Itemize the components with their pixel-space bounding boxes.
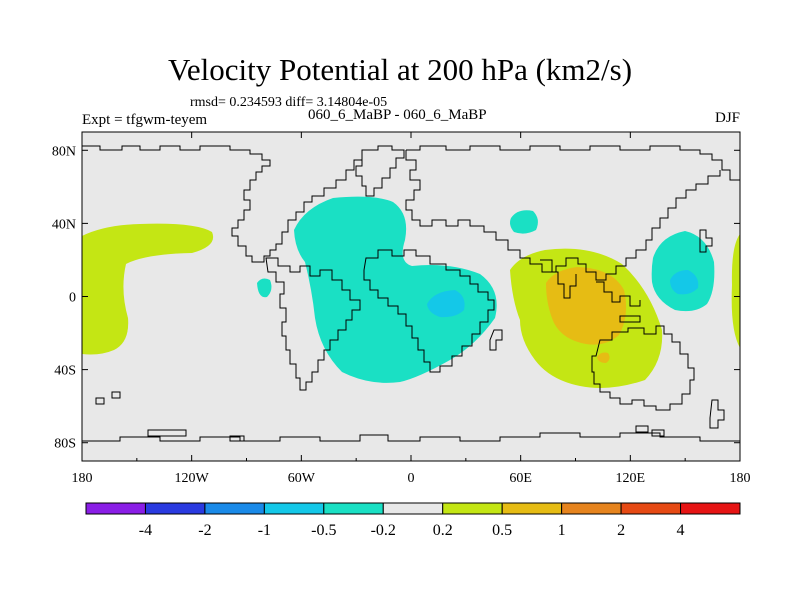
x-tick-label: 120W (175, 471, 210, 486)
coastline-antarctic-peninsula (147, 429, 187, 437)
coastline-antarctica (82, 432, 740, 442)
coastline-madagascar (489, 329, 503, 351)
coastline-island-3 (111, 391, 121, 399)
colorbar-label: 0.2 (433, 522, 453, 539)
stats-label: rmsd= 0.234593 diff= 3.14804e-05 (190, 95, 388, 110)
season-label: DJF (714, 110, 740, 126)
y-tick-label: 40S (54, 364, 76, 379)
colorbar-label: 0.5 (492, 522, 512, 539)
experiment-label: Expt = tfgwm-teyem (82, 112, 208, 128)
colorbar-label: -4 (139, 522, 152, 539)
colorbar-swatch (85, 502, 146, 515)
chart-title: Velocity Potential at 200 hPa (km2/s) (167, 52, 633, 87)
colorbar-swatch (442, 502, 503, 515)
colorbar-label: -1 (258, 522, 271, 539)
colorbar-swatch (680, 502, 741, 515)
x-tick-label: 180 (72, 471, 93, 486)
coastline-south-america (265, 257, 361, 391)
colorbar-swatch (620, 502, 682, 515)
field-small-negative-northwest (257, 278, 272, 298)
field-maritime-positive-core (546, 267, 627, 345)
coastlines (82, 145, 740, 442)
coastline-island-5 (651, 429, 665, 437)
coastline-australia (591, 325, 695, 411)
coastline-indonesia (619, 315, 641, 323)
coastline-greenland (355, 145, 405, 197)
coastline-island-4 (635, 425, 649, 433)
y-tick-label: 80N (52, 144, 76, 159)
y-tick-label: 40N (52, 217, 76, 232)
coastline-new-zealand (709, 399, 725, 429)
coastline-eurasia (405, 145, 740, 281)
difference-label: 060_6_MaBP - 060_6_MaBP (308, 107, 487, 123)
colorbar-swatch (501, 502, 563, 515)
colorbar-label: -0.2 (371, 522, 396, 539)
x-tick-label: 60E (509, 471, 532, 486)
field-west-pacific-negative-core (670, 270, 699, 295)
x-tick-label: 120E (616, 471, 646, 486)
y-tick-label: 80S (54, 437, 76, 452)
colorbar: -4 -2 -1 -0.5 -0.2 0.2 0.5 1 2 4 (85, 502, 741, 539)
colorbar-label: 1 (558, 522, 566, 539)
contour-fields (82, 196, 740, 388)
colorbar-swatch (561, 502, 622, 515)
colorbar-swatch (144, 502, 206, 515)
colorbar-swatch (204, 502, 265, 515)
coastline-island-2 (95, 397, 105, 405)
x-tick-label: 60W (288, 471, 316, 486)
coastline-africa (363, 249, 495, 373)
colorbar-swatch (323, 502, 384, 515)
coastline-india (540, 259, 577, 299)
field-dateline-east-positive (731, 234, 740, 348)
colorbar-swatch (382, 502, 444, 515)
field-africa-negative-core (427, 290, 465, 318)
colorbar-label: -2 (198, 522, 211, 539)
coastline-north-america (82, 145, 363, 263)
field-small-positive-core (597, 352, 610, 363)
field-small-negative-europe (510, 210, 538, 234)
x-tick-label: 180 (730, 471, 751, 486)
field-atlantic-negative (294, 196, 497, 383)
y-tick-label: 0 (69, 291, 76, 306)
colorbar-label: 2 (617, 522, 625, 539)
coastline-southeast-asia (596, 281, 641, 307)
coastline-japan (699, 229, 713, 253)
coastline-island-1 (229, 435, 245, 442)
field-north-pacific-positive (82, 223, 214, 355)
colorbar-label: 4 (677, 522, 685, 539)
x-tick-label: 0 (408, 471, 415, 486)
axis-ticks: 180 120W 60W 0 60E 120E 180 80N 40N 0 40S 80S (52, 132, 751, 486)
colorbar-swatch (263, 502, 325, 515)
colorbar-label: -0.5 (311, 522, 336, 539)
